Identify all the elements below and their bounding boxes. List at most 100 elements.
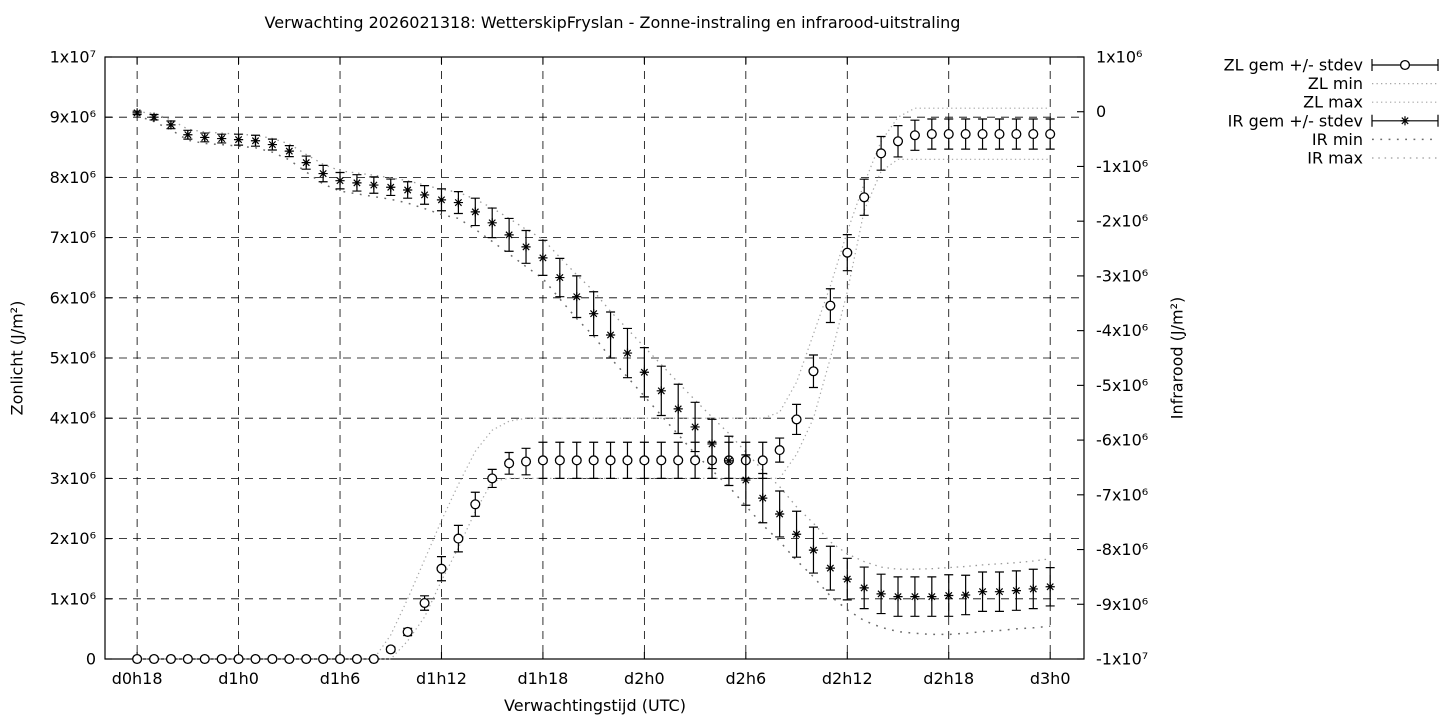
y-right-tick-label: -6x10⁶ xyxy=(1096,431,1148,450)
y-left-tick-label: 8x10⁶ xyxy=(50,168,96,187)
zl-point xyxy=(774,445,785,456)
ir-point xyxy=(538,253,548,263)
ir-point xyxy=(200,132,210,143)
zl-point xyxy=(639,455,650,466)
ir-point xyxy=(250,136,261,146)
legend-entry-ir-gem-stdev: IR gem +/- stdev xyxy=(1228,111,1439,130)
ir-point xyxy=(673,404,683,414)
zl-point xyxy=(233,653,244,665)
y-left-tick-label: 6x10⁶ xyxy=(50,288,96,307)
x-tick-label: d0h18 xyxy=(112,669,163,688)
zl-point xyxy=(487,473,498,484)
legend-entry-zl-gem-stdev: ZL gem +/- stdev xyxy=(1224,56,1439,75)
zl-point xyxy=(267,653,278,665)
series-ir-max xyxy=(137,111,1051,570)
tick-labels: 0 1x10⁶ 2x10⁶ 3x10⁶ 4x10⁶ 5x10⁶ 6x10⁶ 7x10⁶ 8x10… xyxy=(50,48,1149,689)
y-right-tick-label: -9x10⁶ xyxy=(1096,595,1148,614)
zl-point xyxy=(1028,129,1039,140)
zl-point xyxy=(385,644,396,655)
ir-point xyxy=(233,135,244,145)
ir-point xyxy=(977,587,988,597)
zl-point xyxy=(909,130,920,141)
series-zl-gem-stdev xyxy=(132,118,1056,665)
zl-point xyxy=(351,653,362,665)
y-right-tick-label: 0 xyxy=(1096,102,1106,121)
ir-point xyxy=(927,592,937,602)
zl-point xyxy=(334,653,346,665)
zl-point xyxy=(199,653,210,665)
ir-point xyxy=(775,509,785,519)
zl-point xyxy=(588,455,599,466)
y-left-tick-label: 0 xyxy=(86,650,96,669)
y-right-tick-label: -4x10⁶ xyxy=(1096,321,1148,340)
zl-point xyxy=(453,533,464,544)
ir-point xyxy=(791,529,802,539)
legend-label: ZL min xyxy=(1308,74,1363,93)
ir-point xyxy=(825,563,835,573)
zl-point xyxy=(757,455,768,466)
ir-point xyxy=(301,158,311,168)
chart-title: Verwachting 2026021318: WetterskipFrysla… xyxy=(264,13,961,32)
y-left-tick-label: 9x10⁶ xyxy=(50,108,96,127)
ir-point xyxy=(859,583,869,593)
zl-point xyxy=(318,653,329,665)
ir-point xyxy=(741,475,751,485)
envelope-line xyxy=(137,111,1051,570)
ir-point xyxy=(944,590,954,601)
y-left-tick-label: 4x10⁶ xyxy=(50,409,96,428)
zl-point xyxy=(182,653,193,665)
x-tick-label: d2h18 xyxy=(923,669,974,688)
y-left-tick-label: 7x10⁶ xyxy=(50,228,96,247)
ir-point xyxy=(436,195,447,205)
ir-point xyxy=(453,197,463,208)
ir-point xyxy=(386,182,396,192)
ir-point xyxy=(183,130,193,140)
zl-point xyxy=(470,499,481,510)
zl-point xyxy=(977,129,988,140)
ir-point xyxy=(487,218,497,228)
x-tick-label: d2h12 xyxy=(822,669,873,688)
zl-point xyxy=(368,653,379,665)
y-right-tick-label: -5x10⁶ xyxy=(1096,376,1148,395)
zl-point xyxy=(808,366,819,377)
series-ir-min xyxy=(136,114,1051,636)
legend-entry-ir-min: IR min xyxy=(1312,130,1438,149)
legend-label: IR min xyxy=(1312,130,1363,149)
zl-point xyxy=(690,455,701,466)
ir-point xyxy=(132,108,142,118)
grid xyxy=(105,56,1084,660)
envelope-line xyxy=(137,158,1051,660)
legend-sample-marker xyxy=(1400,116,1410,126)
zl-point xyxy=(876,148,887,159)
zl-point xyxy=(216,653,227,665)
ir-point xyxy=(267,139,277,150)
zl-point xyxy=(132,653,143,665)
legend-sample-marker xyxy=(1399,59,1411,71)
ir-point xyxy=(1028,584,1038,594)
x-tick-label: d1h0 xyxy=(218,669,259,688)
zl-point xyxy=(791,414,802,425)
y-left-tick-label: 2x10⁶ xyxy=(50,529,96,548)
ir-point xyxy=(842,574,852,584)
ir-point xyxy=(284,146,294,156)
y-right-tick-label: -7x10⁶ xyxy=(1096,485,1148,504)
ir-point xyxy=(808,545,819,555)
zl-point xyxy=(148,653,160,665)
ir-point xyxy=(622,348,633,358)
legend-label: ZL gem +/- stdev xyxy=(1224,56,1363,75)
legend-entry-zl-min: ZL min xyxy=(1308,74,1438,93)
zl-point xyxy=(571,455,582,466)
ir-point xyxy=(555,272,565,283)
ir-point xyxy=(521,242,531,252)
zl-point xyxy=(537,455,548,466)
y-right-tick-label: -1x10⁶ xyxy=(1096,157,1148,176)
x-tick-label: d2h6 xyxy=(726,669,767,688)
zl-point xyxy=(1011,129,1022,140)
ir-point xyxy=(707,439,717,449)
x-tick-label: d1h12 xyxy=(416,669,467,688)
series-zl-min xyxy=(137,158,1051,660)
x-tick-label: d1h6 xyxy=(320,669,361,688)
x-axis-label: Verwachtingstijd (UTC) xyxy=(504,696,686,715)
zl-point xyxy=(605,455,616,466)
